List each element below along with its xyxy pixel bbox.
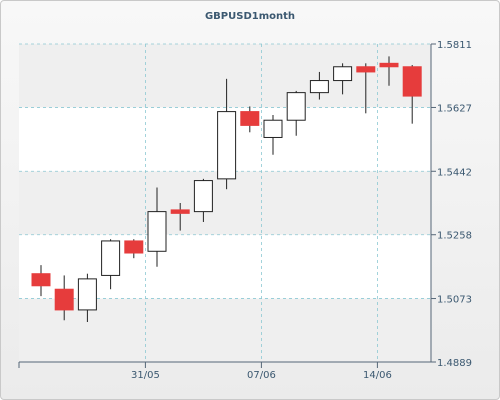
plot-band [19, 44, 431, 108]
candle [333, 63, 353, 95]
candle-body-up [101, 240, 121, 276]
candle [193, 178, 213, 222]
candle [402, 65, 422, 124]
y-tick-label: 1.5258 [437, 231, 472, 242]
y-tick-label: 1.5442 [437, 167, 472, 178]
candle [356, 63, 376, 114]
candle-body-up [309, 80, 329, 94]
plot-band [19, 171, 431, 235]
candle-body-down [54, 288, 74, 311]
candle [147, 187, 167, 267]
candle [170, 203, 190, 231]
x-tick-label: 14/06 [363, 370, 392, 381]
candle-body-down [402, 66, 422, 97]
x-tick-label: 07/06 [247, 370, 276, 381]
y-tick-label: 1.4889 [437, 358, 472, 369]
candle [217, 78, 237, 190]
candle-body-up [286, 92, 306, 121]
candle [286, 90, 306, 136]
y-tick-label: 1.5073 [437, 295, 472, 306]
candle-body-up [77, 278, 97, 311]
tick-labels: 1.5811 1.5627 1.5442 1.5258 1.5073 1.4889 31/0… [131, 40, 472, 381]
candle [31, 265, 51, 297]
candle [379, 56, 399, 86]
candle [309, 71, 329, 100]
candle [77, 273, 97, 322]
candle-body-down [124, 240, 144, 254]
candle-body-down [240, 111, 260, 126]
candle-body-up [263, 119, 283, 138]
candle-body-down [31, 273, 51, 287]
y-tick-label: 1.5811 [437, 40, 472, 51]
candle-body-down [379, 62, 399, 68]
x-tick-label: 31/05 [131, 370, 160, 381]
chart-title: GBPUSD1month [204, 11, 296, 22]
y-tick-label: 1.5627 [437, 103, 472, 114]
candle-body-up [333, 66, 353, 82]
axes [18, 43, 436, 368]
plot-bands [19, 44, 431, 362]
candle-body-up [147, 211, 167, 252]
candle [240, 106, 260, 133]
candle-body-down [356, 66, 376, 73]
candle-body-up [217, 111, 237, 180]
candle-body-up [193, 180, 213, 213]
candle [101, 239, 121, 290]
candle [124, 239, 144, 259]
candle [263, 115, 283, 155]
candle-body-down [170, 209, 190, 214]
candle [54, 275, 74, 321]
candles [31, 56, 422, 322]
